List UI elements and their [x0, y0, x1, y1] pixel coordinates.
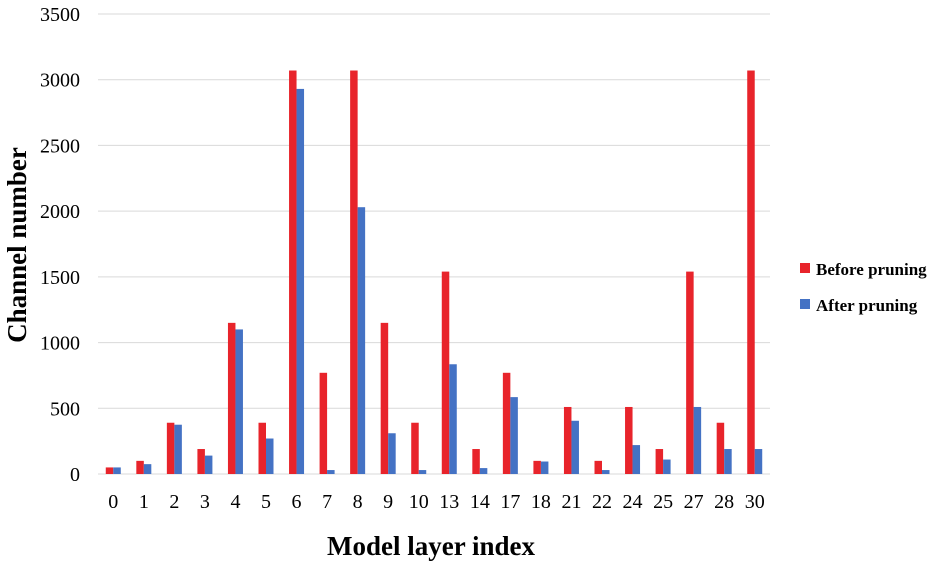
- bars: [105, 70, 763, 475]
- bar-after-pruning: [357, 207, 366, 474]
- bar-after-pruning: [204, 455, 213, 474]
- bar-before-pruning: [319, 372, 328, 474]
- bar-after-pruning: [113, 467, 121, 474]
- legend-swatch-after: [800, 299, 810, 309]
- bar-after-pruning: [266, 438, 274, 474]
- legend: Before pruning After pruning: [800, 260, 927, 315]
- bar-after-pruning: [327, 470, 335, 474]
- bar-before-pruning: [197, 449, 205, 474]
- x-tick-label: 27: [684, 491, 704, 513]
- x-tick-label: 14: [470, 491, 490, 513]
- x-tick-label: 21: [561, 491, 581, 513]
- y-tick-label: 3500: [40, 4, 80, 26]
- x-tick-label: 22: [592, 491, 612, 513]
- bar-after-pruning: [693, 406, 702, 474]
- legend-swatch-before: [800, 263, 810, 273]
- y-tick-label: 500: [50, 398, 80, 420]
- y-tick-label: 2500: [40, 135, 80, 157]
- bar-before-pruning: [594, 460, 602, 474]
- bar-before-pruning: [289, 70, 297, 474]
- bar-after-pruning: [296, 88, 305, 475]
- x-tick-label: 8: [353, 491, 363, 513]
- bar-before-pruning: [227, 322, 236, 474]
- x-tick-label: 30: [745, 491, 765, 513]
- legend-label-after: After pruning: [816, 296, 918, 315]
- legend-item-after: After pruning: [800, 296, 918, 315]
- bar-before-pruning: [258, 422, 266, 474]
- bar-after-pruning: [479, 468, 488, 474]
- bar-before-pruning: [502, 372, 511, 474]
- y-tick-label: 3000: [40, 70, 80, 92]
- bar-before-pruning: [350, 70, 358, 474]
- bar-after-pruning: [143, 464, 152, 474]
- bar-before-pruning: [533, 460, 541, 474]
- bar-after-pruning: [602, 470, 610, 474]
- bar-before-pruning: [441, 271, 450, 474]
- gridlines: [98, 13, 770, 475]
- x-tick-label: 9: [383, 491, 393, 513]
- x-tick-label: 7: [322, 491, 332, 513]
- bar-before-pruning: [716, 422, 725, 474]
- bar-after-pruning: [418, 470, 427, 474]
- bar-before-pruning: [380, 322, 389, 474]
- x-tick-label: 3: [200, 491, 210, 513]
- y-axis-label: Channel number: [2, 147, 32, 343]
- x-tick-label: 17: [500, 491, 520, 513]
- bar-after-pruning: [388, 433, 396, 474]
- legend-item-before: Before pruning: [800, 260, 927, 279]
- bar-before-pruning: [411, 422, 419, 474]
- x-tick-label: 0: [108, 491, 118, 513]
- bar-before-pruning: [747, 70, 755, 474]
- x-tick-label: 5: [261, 491, 271, 513]
- bar-after-pruning: [540, 461, 549, 474]
- bar-after-pruning: [510, 397, 518, 474]
- x-axis-label: Model layer index: [327, 531, 535, 561]
- x-tick-label: 1: [139, 491, 149, 513]
- bar-before-pruning: [655, 449, 664, 474]
- x-tick-label: 4: [230, 491, 240, 513]
- x-tick-label: 24: [623, 491, 643, 513]
- legend-label-before: Before pruning: [816, 260, 927, 279]
- bar-before-pruning: [625, 406, 633, 474]
- bar-before-pruning: [166, 422, 175, 474]
- y-tick-label: 0: [70, 464, 80, 486]
- x-axis-ticks: 0 1 2 3 4 5 6 7 8 9 10 13 14 17 18 21 22 24 25 27 28 30: [108, 491, 764, 513]
- x-tick-label: 13: [439, 491, 459, 513]
- bar-before-pruning: [105, 467, 114, 474]
- bar-after-pruning: [449, 364, 457, 474]
- bar-after-pruning: [632, 445, 641, 474]
- x-tick-label: 10: [409, 491, 429, 513]
- bar-after-pruning: [174, 424, 182, 474]
- bar-after-pruning: [663, 459, 671, 474]
- bar-after-pruning: [235, 329, 243, 474]
- x-tick-label: 18: [531, 491, 551, 513]
- y-tick-label: 1500: [40, 267, 80, 289]
- y-axis-ticks: 0 500 1000 1500 2000 2500 3000 3500: [40, 4, 80, 486]
- bar-before-pruning: [136, 460, 144, 474]
- bar-after-pruning: [754, 449, 763, 474]
- x-tick-label: 28: [714, 491, 734, 513]
- bar-before-pruning: [472, 449, 480, 474]
- x-tick-label: 25: [653, 491, 673, 513]
- y-tick-label: 2000: [40, 201, 80, 223]
- x-tick-label: 6: [292, 491, 302, 513]
- bar-before-pruning: [563, 406, 572, 474]
- x-tick-label: 2: [169, 491, 179, 513]
- bar-before-pruning: [686, 271, 694, 474]
- y-tick-label: 1000: [40, 333, 80, 355]
- bar-after-pruning: [571, 420, 579, 474]
- bar-after-pruning: [724, 449, 732, 474]
